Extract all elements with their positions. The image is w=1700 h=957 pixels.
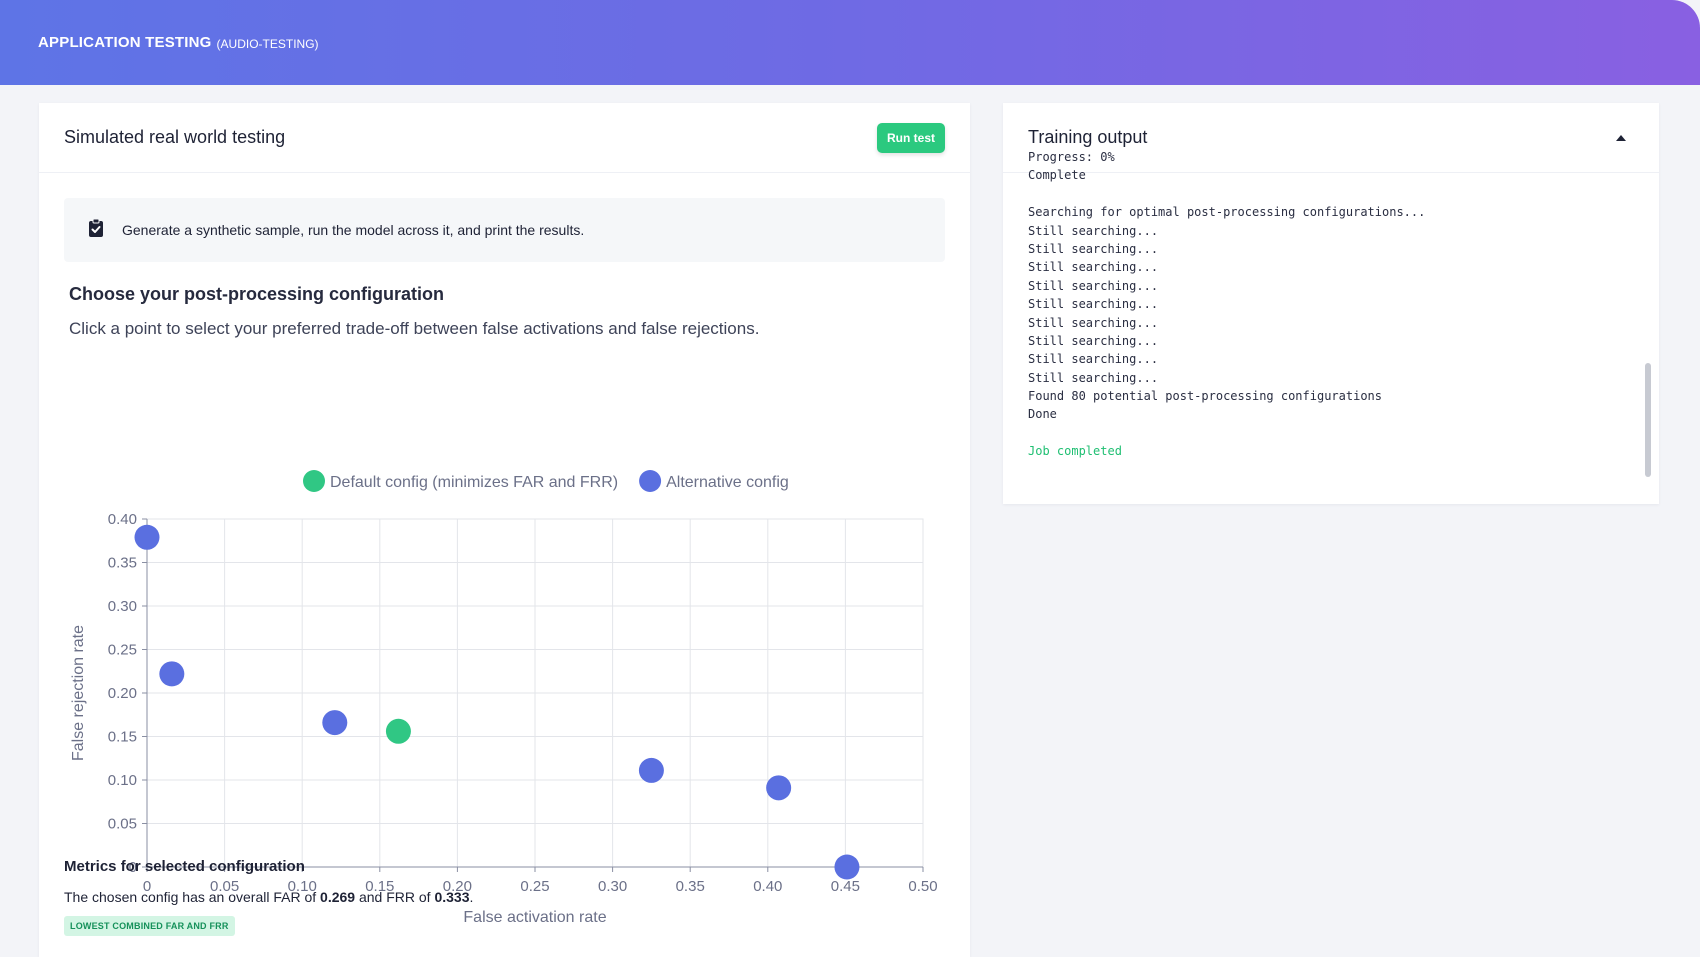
x-tick-label: 0.20 (443, 878, 472, 895)
section-description: Click a point to select your preferred t… (69, 319, 760, 338)
x-tick-label: 0.30 (598, 878, 627, 895)
frr-value: 0.333 (434, 889, 470, 905)
scrollbar-thumb[interactable] (1645, 363, 1651, 477)
log-line: Still searching... (1028, 297, 1159, 312)
y-tick-label: 0.15 (108, 729, 137, 746)
metrics-text-prefix: The chosen config has an overall FAR of (64, 889, 321, 905)
x-tick-label: 0.10 (288, 878, 317, 895)
log-line: Done (1028, 407, 1057, 422)
training-output-card: Training output Progress: 0% Complete Sear… (1003, 103, 1659, 504)
section-title: Choose your post-processing configuratio… (69, 284, 445, 304)
x-tick-label: 0.15 (365, 878, 394, 895)
log-line: Still searching... (1028, 315, 1159, 330)
y-tick-label: 0.30 (108, 598, 137, 615)
x-tick-label: 0.40 (753, 878, 782, 895)
legend-marker (639, 470, 662, 492)
card-title: Simulated real world testing (64, 127, 286, 147)
x-tick-label: 0.25 (520, 878, 549, 895)
app-subtitle: (AUDIO-TESTING) (216, 36, 319, 51)
log-line: Still searching... (1028, 333, 1159, 348)
card-title: Training output (1028, 127, 1148, 147)
run-test-button[interactable]: Run test (877, 122, 945, 153)
metrics-text-suffix: . (469, 889, 474, 905)
status-badge: LOWEST COMBINED FAR AND FRR (64, 916, 235, 936)
x-axis-label: False activation rate (463, 909, 606, 926)
log-line: Still searching... (1028, 223, 1159, 238)
simulated-testing-card: Simulated real world testing Run test Ge… (39, 103, 970, 957)
alternative-config-point[interactable] (134, 524, 160, 550)
training-log: Progress: 0% Complete Searching for optima… (1028, 148, 1628, 478)
log-line: Found 80 potential post-processing confi… (1028, 389, 1383, 404)
scrollbar[interactable] (1645, 173, 1651, 491)
y-tick-label: 0 (129, 859, 137, 876)
card-header[interactable]: Training output (1003, 103, 1659, 173)
log-line: Still searching... (1028, 278, 1159, 293)
x-tick-label: 0.35 (676, 878, 705, 895)
log-line: Job completed (1028, 444, 1122, 459)
y-tick-label: 0.40 (108, 511, 137, 528)
metrics-text: The chosen config has an overall FAR of … (64, 889, 473, 905)
app-title: APPLICATION TESTING (38, 34, 212, 51)
x-tick-label: 0.50 (908, 878, 937, 895)
metrics-title: Metrics for selected configuration (64, 858, 305, 875)
x-tick-label: 0 (143, 878, 151, 895)
alternative-config-point[interactable] (766, 775, 792, 801)
alternative-config-point[interactable] (322, 710, 348, 736)
default-config-point[interactable] (385, 718, 411, 744)
metrics-text-mid: and FRR of (355, 889, 435, 905)
log-line: Searching for optimal post-processing co… (1028, 205, 1426, 220)
far-value: 0.269 (320, 889, 356, 905)
legend-label: Default config (minimizes FAR and FRR) (330, 474, 618, 491)
log-line: Progress: 0% (1028, 150, 1115, 164)
alternative-config-point[interactable] (159, 661, 185, 687)
log-line: Complete (1028, 168, 1086, 183)
log-line (1028, 424, 1628, 442)
info-text: Generate a synthetic sample, run the mod… (122, 222, 585, 238)
log-line: Still searching... (1028, 241, 1159, 256)
log-line: Still searching... (1028, 260, 1159, 275)
log-line (1028, 185, 1628, 203)
alternative-config-point[interactable] (834, 854, 860, 880)
y-tick-label: 0.35 (108, 555, 137, 572)
scatter-chart: 0 0.05 0.10 0.15 0.20 0.25 0.30 0.35 0.40 0.45 0.5… (70, 470, 938, 926)
y-tick-label: 0.20 (108, 685, 137, 702)
info-box: Generate a synthetic sample, run the mod… (64, 198, 945, 262)
log-line: Still searching... (1028, 352, 1159, 367)
alternative-config-point[interactable] (638, 757, 664, 783)
legend-label: Alternative config (666, 474, 789, 491)
y-tick-label: 0.25 (108, 642, 137, 659)
card-header: Simulated real world testing Run test (39, 103, 970, 173)
x-tick-label: 0.45 (831, 878, 860, 895)
y-tick-label: 0.10 (108, 772, 137, 789)
log-line: Still searching... (1028, 370, 1159, 385)
app-header: APPLICATION TESTING (AUDIO-TESTING) (0, 0, 1700, 85)
clipboard-check-icon (88, 218, 104, 243)
legend-marker (303, 470, 325, 492)
caret-up-icon[interactable] (1616, 134, 1626, 141)
y-axis-label: False rejection rate (70, 625, 87, 761)
y-tick-label: 0.05 (108, 816, 137, 833)
x-tick-label: 0.05 (210, 878, 239, 895)
